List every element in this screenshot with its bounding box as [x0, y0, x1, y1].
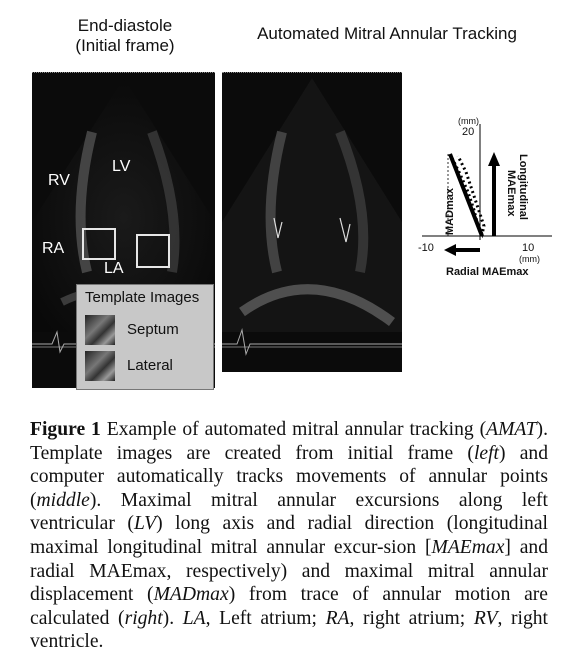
- lateral-template-label: Lateral: [127, 357, 173, 374]
- left-panel-title: End-diastole: [77, 16, 173, 35]
- annular-trace-plot: [422, 124, 552, 256]
- figure-caption: Figure 1 Example of automated mitral ann…: [30, 419, 548, 653]
- echo-panel-tracking: [222, 72, 402, 372]
- plot-y-tick-20: 20: [462, 126, 475, 138]
- label-maemax: MAEmax: [505, 170, 517, 217]
- lateral-roi-box: [136, 234, 170, 268]
- plot-unit-top: (mm): [458, 116, 479, 126]
- septum-roi-box: [82, 228, 116, 260]
- template-images-title: Template Images: [85, 289, 200, 306]
- radial-arrowhead: [444, 244, 456, 256]
- label-longitudinal: Longitudinal: [517, 154, 529, 220]
- plot-x-tick-neg10: -10: [418, 242, 434, 254]
- left-panel-subtitle: (Initial frame): [75, 36, 175, 55]
- depth-scale: [222, 72, 402, 79]
- plot-x-tick-10: 10: [522, 242, 535, 254]
- echo-panel-initial: LV RV RA LA: [32, 72, 215, 388]
- left-panel-header: End-diastole (Initial frame): [40, 16, 210, 56]
- label-ra: RA: [42, 240, 65, 257]
- madmax-line: [448, 153, 484, 237]
- plot-unit-x: (mm): [519, 254, 540, 264]
- septum-template-label: Septum: [127, 321, 179, 338]
- label-lv: LV: [112, 158, 131, 175]
- right-panel-header: Automated Mitral Annular Tracking: [257, 24, 517, 43]
- template-images-box: Template Images Septum Lateral: [76, 284, 214, 390]
- echo-image-tracking: [222, 78, 402, 356]
- depth-scale: [32, 72, 215, 79]
- septum-template-image: [85, 315, 115, 345]
- figure-label: Figure 1: [30, 419, 101, 440]
- label-radial-maemax: Radial MAEmax: [446, 266, 529, 278]
- label-la: LA: [104, 260, 124, 277]
- longitudinal-arrowhead: [488, 152, 500, 166]
- label-madmax: MADmax: [444, 188, 456, 236]
- label-rv: RV: [48, 172, 70, 189]
- lateral-template-image: [85, 351, 115, 381]
